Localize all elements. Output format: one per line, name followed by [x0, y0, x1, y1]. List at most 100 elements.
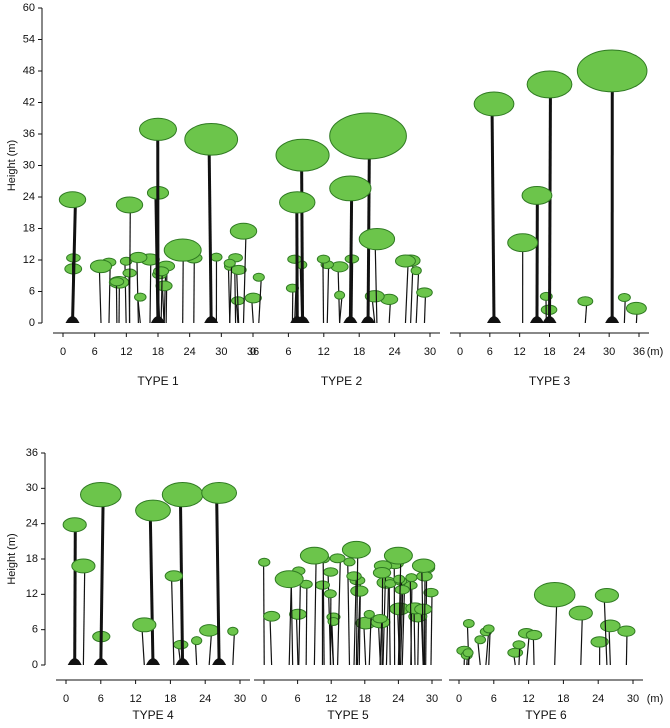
tree-trunk — [306, 584, 307, 665]
tree-crown — [164, 239, 201, 261]
y-tick-label: 24 — [23, 191, 35, 203]
tree-crown — [140, 118, 177, 140]
x-tick-label: 30 — [627, 693, 639, 705]
y-tick-label: 30 — [26, 482, 38, 494]
tree-crown — [72, 559, 95, 573]
panel-label: TYPE 1 — [137, 374, 179, 388]
tree-buttress — [151, 316, 165, 323]
tree-trunk — [581, 613, 583, 665]
tree-trunk — [130, 205, 131, 323]
tree-crown — [569, 606, 592, 620]
tree-trunk — [270, 616, 272, 665]
tree-trunk — [137, 257, 138, 323]
tree-trunk — [330, 594, 331, 665]
x-tick-label: 12 — [522, 693, 534, 705]
tree-crown — [228, 627, 238, 635]
tree-trunk — [550, 84, 551, 323]
tree-crown — [165, 571, 182, 581]
x-tick-label: 12 — [514, 346, 526, 358]
tree-buttress — [68, 658, 82, 665]
x-tick-label: 6 — [491, 693, 497, 705]
x-tick-label: 6 — [92, 346, 98, 358]
x-tick-label: 0 — [60, 346, 66, 358]
tree-crown — [342, 541, 370, 558]
tree-crown — [259, 558, 270, 566]
tree-crown — [317, 255, 329, 263]
tree-trunk — [162, 286, 164, 323]
tree-crown — [463, 649, 473, 657]
tree-crown — [245, 293, 261, 303]
tree-trunk — [405, 261, 408, 323]
tree-trunk — [327, 265, 328, 323]
tree-trunk — [289, 579, 291, 665]
tree-crown — [364, 610, 374, 618]
tree-crown — [224, 259, 235, 267]
tree-crown — [324, 590, 336, 598]
forest-panel — [59, 118, 256, 323]
tree-crown — [136, 500, 171, 521]
x-tick-label: 6 — [295, 693, 301, 705]
tree-crown — [626, 302, 646, 314]
tree-trunk — [418, 617, 419, 665]
tree-buttress — [66, 316, 80, 323]
x-tick-label: 30 — [603, 346, 615, 358]
tree-crown — [578, 297, 593, 306]
tree-buttress — [605, 316, 619, 323]
panel-label: TYPE 6 — [525, 708, 567, 722]
tree-buttress — [176, 658, 190, 665]
x-tick-label: 18 — [353, 346, 365, 358]
x-unit-label: (m) — [647, 693, 664, 705]
tree-trunk — [99, 266, 101, 323]
tree-trunk — [150, 511, 153, 665]
tree-crown — [335, 291, 345, 299]
tree-crown — [527, 71, 572, 98]
x-tick-label: 18 — [359, 693, 371, 705]
y-tick-label: 12 — [26, 588, 38, 600]
tree-crown — [395, 255, 415, 267]
tree-crown — [90, 260, 111, 273]
tree-crown — [280, 192, 315, 213]
x-tick-label: 6 — [487, 346, 493, 358]
x-tick-label: 24 — [184, 346, 196, 358]
tree-crown — [185, 123, 238, 155]
tree-buttress — [94, 658, 108, 665]
tree-trunk — [296, 614, 298, 665]
tree-crown — [463, 619, 474, 627]
tree-trunk — [314, 556, 316, 665]
tree-crown — [475, 636, 486, 644]
tree-trunk — [431, 593, 432, 665]
tree-trunk — [73, 200, 76, 323]
tree-crown — [601, 620, 621, 632]
tree-crown — [474, 92, 514, 116]
tree-trunk — [323, 559, 324, 665]
x-tick-label: 36 — [633, 346, 645, 358]
tree-trunk — [302, 155, 303, 323]
tree-crown — [330, 554, 345, 563]
tree-crown — [359, 229, 394, 250]
tree-crown — [211, 253, 222, 261]
tree-trunk — [209, 139, 211, 323]
tree-crown — [200, 625, 219, 636]
tree-crown — [174, 640, 188, 649]
tree-trunk — [323, 259, 324, 323]
tree-trunk — [109, 262, 110, 323]
tree-crown — [534, 583, 575, 607]
tree-crown — [508, 234, 538, 252]
y-axis-label: Height (m) — [6, 533, 18, 584]
x-tick-label: 0 — [250, 346, 256, 358]
x-unit-label: (m) — [647, 346, 664, 358]
tree-crown — [384, 547, 412, 564]
y-tick-label: 18 — [26, 553, 38, 565]
tree-crown — [513, 641, 525, 649]
tree-trunk — [338, 558, 341, 665]
tree-crown — [395, 585, 409, 594]
tree-crown — [483, 625, 494, 633]
x-tick-label: 18 — [164, 693, 176, 705]
x-tick-label: 12 — [129, 693, 141, 705]
tree-crown — [577, 50, 647, 92]
tree-crown — [264, 611, 280, 621]
tree-trunk — [217, 493, 220, 665]
tree-crown — [344, 558, 355, 566]
x-tick-label: 30 — [424, 346, 436, 358]
tree-buttress — [361, 316, 375, 323]
